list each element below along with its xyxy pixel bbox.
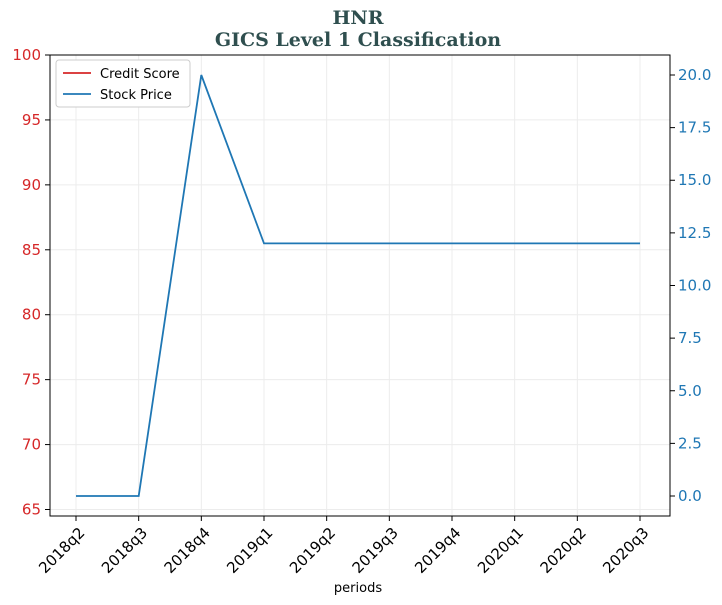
x-tick-label: 2019q4 (411, 524, 464, 577)
left-y-tick-label: 85 (22, 241, 41, 259)
x-tick-label: 2019q2 (286, 524, 339, 577)
right-y-tick-label: 12.5 (678, 224, 711, 242)
left-y-tick-label: 75 (22, 371, 41, 389)
right-y-tick-label: 0.0 (678, 487, 702, 505)
x-tick-label: 2019q1 (223, 524, 276, 577)
left-y-tick-label: 90 (22, 176, 41, 194)
x-tick-label: 2020q2 (537, 524, 590, 577)
chart-subtitle: GICS Level 1 Classification (215, 29, 501, 51)
legend-label-credit-score: Credit Score (100, 67, 180, 82)
x-tick-label: 2018q4 (161, 524, 214, 577)
axes: 2018q2 2018q3 2018q4 2019q1 2019q2 2019q3 2019… (12, 46, 711, 577)
right-y-tick-label: 20.0 (678, 66, 711, 84)
left-y-tick-label: 95 (22, 111, 41, 129)
grid (50, 55, 670, 516)
x-axis-label: periods (334, 581, 382, 596)
right-y-tick-label: 15.0 (678, 171, 711, 189)
legend: Credit Score Stock Price (56, 60, 190, 107)
x-tick-label: 2020q3 (599, 524, 652, 577)
left-y-tick-label: 80 (22, 306, 41, 324)
chart-title: HNR (332, 7, 383, 29)
plot-lines (76, 75, 640, 496)
x-tick-label: 2020q1 (474, 524, 527, 577)
right-y-tick-label: 7.5 (678, 329, 702, 347)
x-tick-label: 2019q3 (349, 524, 402, 577)
right-y-tick-label: 5.0 (678, 382, 702, 400)
right-y-tick-label: 17.5 (678, 119, 711, 137)
left-y-tick-label: 70 (22, 436, 41, 454)
right-y-tick-label: 10.0 (678, 277, 711, 295)
left-y-tick-label: 65 (22, 501, 41, 519)
legend-label-stock-price: Stock Price (100, 88, 172, 103)
left-y-tick-label: 100 (12, 46, 41, 64)
x-tick-label: 2018q3 (98, 524, 151, 577)
series-line-stock-price (76, 75, 640, 496)
right-y-tick-label: 2.5 (678, 434, 702, 452)
x-tick-label: 2018q2 (35, 524, 88, 577)
